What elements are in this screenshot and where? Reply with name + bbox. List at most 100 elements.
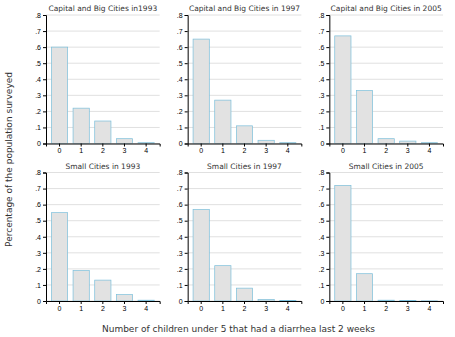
- tick-mark: [43, 95, 46, 96]
- x-axis: 01234: [47, 144, 161, 155]
- tick: 2: [101, 301, 105, 312]
- tick-mark: [364, 144, 365, 147]
- tick-mark: [266, 144, 267, 147]
- tick-label: 0: [58, 305, 62, 312]
- bar: [280, 300, 296, 301]
- tick: .5: [177, 60, 188, 67]
- title: Capital and Big Cities in 1997: [189, 4, 300, 13]
- bar: [73, 270, 89, 301]
- tick-label: 1: [363, 147, 367, 154]
- tick: .4: [318, 233, 329, 240]
- tick-mark: [326, 79, 329, 80]
- tick: 4: [144, 144, 148, 155]
- tick: 0: [58, 301, 62, 312]
- tick-mark: [43, 221, 46, 222]
- tick: 0: [199, 144, 203, 155]
- tick-mark: [43, 63, 46, 64]
- tick-label: 0: [341, 305, 345, 312]
- tick: .1: [318, 124, 329, 131]
- tick-label: .8: [35, 12, 41, 19]
- tick-mark: [185, 173, 188, 174]
- tick: 0: [341, 144, 345, 155]
- tick: .2: [318, 266, 329, 273]
- tick-mark: [124, 301, 125, 304]
- tick-mark: [342, 144, 343, 147]
- tick: .7: [318, 28, 329, 35]
- tick-mark: [43, 79, 46, 80]
- tick-label: .8: [177, 169, 183, 176]
- axis-line: [43, 173, 47, 302]
- bar: [378, 139, 394, 144]
- bar: [116, 295, 132, 301]
- tick: 0: [341, 301, 345, 312]
- tick-label: .5: [177, 217, 183, 224]
- tick: 2: [101, 144, 105, 155]
- tick-mark: [386, 301, 387, 304]
- tick-mark: [185, 301, 188, 302]
- tick: 1: [79, 144, 83, 155]
- tick-label: .4: [318, 76, 324, 83]
- tick: .1: [177, 124, 188, 131]
- tick-label: .6: [177, 44, 183, 51]
- tick: 3: [264, 144, 268, 155]
- tick-label: .4: [177, 76, 183, 83]
- tick: .8: [177, 169, 188, 176]
- bar: [236, 126, 252, 144]
- tick-label: 1: [79, 147, 83, 154]
- tick: .6: [35, 201, 46, 208]
- tick-label: .3: [318, 250, 324, 257]
- tick-label: 2: [384, 305, 388, 312]
- tick-mark: [407, 144, 408, 147]
- bars: [335, 185, 438, 301]
- panel: 0.1.2.3.4.5.6.7.801234Small Cities in 20…: [318, 162, 443, 312]
- bars: [51, 47, 154, 143]
- tick: 3: [406, 144, 410, 155]
- tick: .7: [35, 28, 46, 35]
- bars: [193, 39, 296, 143]
- tick-mark: [43, 144, 46, 145]
- tick-mark: [222, 301, 223, 304]
- bar: [73, 108, 89, 143]
- tick-label: .6: [35, 44, 41, 51]
- bar: [116, 139, 132, 144]
- tick: .3: [318, 92, 329, 99]
- tick-label: 0: [37, 298, 41, 305]
- bars: [193, 209, 296, 301]
- tick: .7: [177, 185, 188, 192]
- tick: 2: [243, 301, 247, 312]
- grid-line: [188, 15, 302, 16]
- tick: 4: [428, 301, 432, 312]
- tick: 1: [363, 144, 367, 155]
- tick: .5: [177, 217, 188, 224]
- axis-line: [47, 144, 161, 147]
- tick-label: 0: [58, 147, 62, 154]
- grid-line: [188, 204, 302, 205]
- tick-label: .1: [318, 124, 324, 131]
- tick: .3: [177, 92, 188, 99]
- tick: .2: [177, 108, 188, 115]
- tick: 3: [264, 301, 268, 312]
- tick-mark: [326, 253, 329, 254]
- axis-line: [188, 302, 302, 305]
- axis-line: [326, 173, 330, 302]
- panel: 0.1.2.3.4.5.6.7.801234Small Cities in 19…: [35, 162, 160, 312]
- tick: .8: [318, 169, 329, 176]
- bar: [258, 140, 274, 143]
- tick: .4: [177, 233, 188, 240]
- bar: [400, 141, 416, 143]
- tick-mark: [326, 144, 329, 145]
- tick-label: .5: [318, 217, 324, 224]
- tick-mark: [43, 15, 46, 16]
- tick-mark: [124, 144, 125, 147]
- bars: [335, 36, 438, 144]
- tick-mark: [146, 301, 147, 304]
- tick-label: 4: [428, 305, 432, 312]
- grid: [329, 173, 443, 302]
- tick-mark: [222, 144, 223, 147]
- tick-label: 0: [179, 140, 183, 147]
- tick-label: .4: [35, 233, 41, 240]
- tick-label: .3: [177, 250, 183, 257]
- x-axis: 01234: [188, 144, 302, 155]
- tick: 1: [79, 301, 83, 312]
- tick-mark: [326, 205, 329, 206]
